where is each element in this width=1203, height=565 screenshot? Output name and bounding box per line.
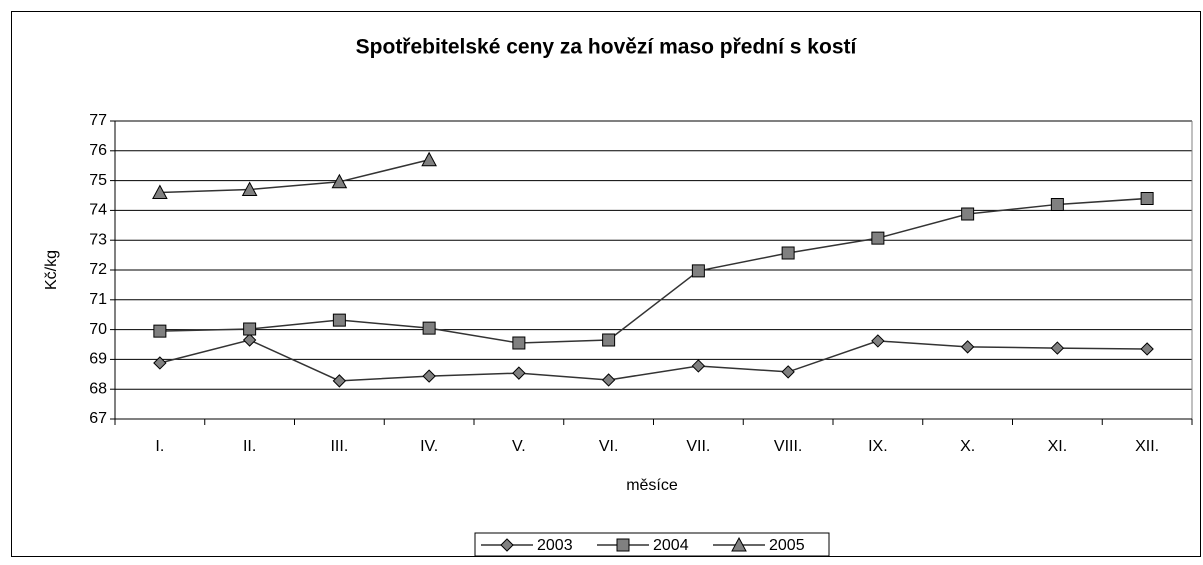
- marker: [422, 369, 436, 383]
- marker: [601, 373, 616, 387]
- marker: [331, 173, 348, 189]
- marker: [602, 333, 616, 347]
- marker: [153, 324, 167, 338]
- chart-border: [11, 11, 1201, 557]
- y-tick-label: 74: [89, 202, 107, 219]
- marker: [871, 231, 885, 245]
- x-tick-label: VIII.: [774, 438, 802, 455]
- y-tick-label: 69: [89, 351, 107, 368]
- x-tick-label: VII.: [686, 438, 710, 455]
- y-tick-label: 71: [89, 291, 107, 308]
- marker: [1050, 197, 1064, 211]
- legend-marker: [731, 536, 747, 552]
- marker: [1140, 191, 1154, 205]
- marker: [243, 322, 257, 336]
- x-tick-label: V.: [512, 438, 526, 455]
- legend-label: 2003: [537, 537, 573, 554]
- marker: [241, 181, 258, 197]
- marker: [1140, 342, 1154, 356]
- marker: [871, 334, 885, 348]
- y-tick-label: 70: [89, 321, 107, 338]
- x-tick-label: XI.: [1048, 438, 1068, 455]
- y-tick-label: 73: [89, 231, 107, 248]
- y-tick-label: 72: [89, 261, 107, 278]
- x-tick-label: VI.: [599, 438, 619, 455]
- marker: [512, 366, 526, 380]
- x-tick-label: XII.: [1135, 438, 1159, 455]
- marker: [422, 321, 436, 335]
- marker: [781, 365, 795, 379]
- x-tick-label: III.: [330, 438, 348, 455]
- x-tick-label: I.: [155, 438, 164, 455]
- chart-title: Spotřebitelské ceny za hovězí maso předn…: [356, 36, 858, 59]
- series-line: [159, 339, 1148, 382]
- legend-marker: [616, 538, 630, 552]
- marker: [960, 340, 975, 354]
- y-tick-label: 68: [89, 380, 107, 397]
- marker: [961, 207, 975, 221]
- x-tick-label: IX.: [868, 438, 888, 455]
- y-tick-label: 76: [89, 142, 107, 159]
- marker: [691, 264, 705, 278]
- legend-label: 2005: [769, 537, 805, 554]
- x-tick-label: X.: [960, 438, 975, 455]
- marker: [152, 184, 168, 200]
- y-axis-label: Kč/kg: [43, 250, 60, 290]
- x-tick-label: II.: [243, 438, 256, 455]
- y-tick-label: 77: [89, 112, 107, 129]
- x-axis-label: měsíce: [626, 477, 678, 494]
- marker: [1050, 341, 1065, 355]
- legend-marker: [500, 538, 514, 552]
- marker: [512, 336, 526, 350]
- y-tick-label: 75: [89, 172, 107, 189]
- series-line: [159, 197, 1148, 344]
- marker: [153, 356, 167, 370]
- marker: [421, 151, 437, 167]
- marker: [691, 359, 706, 373]
- legend-label: 2004: [653, 537, 689, 554]
- x-tick-label: IV.: [420, 438, 438, 455]
- y-tick-label: 67: [89, 410, 107, 427]
- marker: [332, 374, 347, 388]
- marker: [332, 313, 346, 327]
- marker: [242, 333, 257, 347]
- marker: [781, 246, 795, 260]
- series-line: [159, 159, 430, 194]
